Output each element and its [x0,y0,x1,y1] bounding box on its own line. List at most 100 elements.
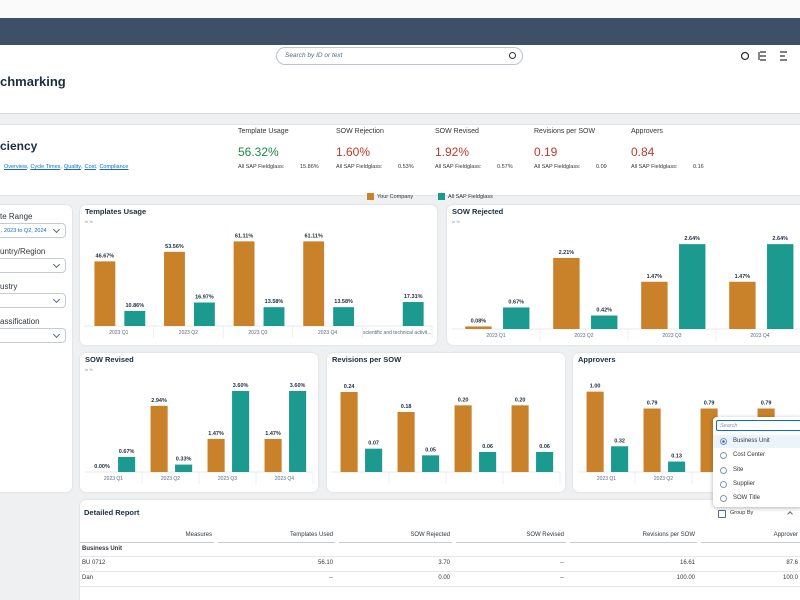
data-label: 0.67% [119,449,135,455]
x-tick-label: 2023 Q4 [750,333,769,339]
x-tick-label: 2023 Q2 [161,476,180,482]
bar [264,307,285,326]
bar [289,391,306,472]
data-label: 46.67% [96,253,115,259]
x-tick-label: 2023 Q1 [104,476,123,482]
bar [465,326,491,329]
group-by-label: Group By [730,510,753,516]
x-tick-label: scientific and technical activit... [363,330,431,336]
data-label: 3.60% [233,383,249,389]
data-label: 13.58% [334,299,353,305]
data-label: 61.11% [305,233,323,239]
data-label: 0.18 [401,404,412,410]
data-label: 13.58% [265,299,284,305]
group-by-option[interactable]: Cost Center [713,449,800,462]
x-tick-label: 2023 Q1 [486,333,505,339]
data-label: 0.24 [344,384,356,390]
bar [767,244,793,329]
bar [398,412,415,472]
bar [341,392,358,472]
x-tick-label: 2023 Q2 [654,476,673,482]
bar [365,449,382,472]
bar [679,244,705,329]
bar [587,392,604,472]
group-by-option[interactable]: SOW Title [713,492,800,505]
option-label: Cost Center [733,452,765,458]
bar [729,282,755,329]
x-tick-label: 2023 Q1 [109,330,128,336]
data-label: 0.06 [539,444,550,450]
x-tick-label: 2023 Q3 [662,333,681,339]
option-label: Supplier [733,481,755,487]
option-label: SOW Title [733,495,760,501]
popover-search[interactable]: Search [716,420,800,431]
data-label: 3.60% [290,383,306,389]
data-label: 0.13 [671,454,682,460]
x-tick-label: 2023 Q3 [218,476,237,482]
radio [720,452,727,459]
data-label: 0.79 [647,401,658,407]
data-label: 1.00 [590,384,601,390]
data-label: 53.56% [165,244,184,250]
bar [668,462,685,472]
data-label: 0.20 [515,397,526,403]
bar [265,439,282,472]
bar [644,409,661,472]
group-by-option[interactable]: Supplier [713,478,800,491]
data-label: 0.79 [704,401,715,407]
chart-title: Approvers [578,355,616,364]
chart-title: Revisions per SOW [332,355,402,364]
data-label: 1.47% [735,274,751,280]
bar [303,241,324,326]
data-label: 0.08% [471,318,487,324]
data-label: 2.94% [151,398,167,404]
option-label: Business Unit [733,438,770,444]
bar [94,261,115,326]
chart-title: SOW Rejected [452,207,504,216]
chart-unit: in % [452,219,460,224]
option-label: Site [733,467,743,473]
radio [720,467,727,474]
radio [720,438,727,445]
data-label: 1.47% [208,431,224,437]
bar [232,391,249,472]
data-label: 16.97% [195,295,214,301]
bar [479,452,496,472]
data-label: 0.79 [761,401,772,407]
bar [455,405,472,472]
group-by-popover: Search Business Unit Cost Center Site Suppli… [713,417,800,507]
group-by-option[interactable]: Business Unit [713,435,800,448]
x-tick-label: 2023 Q1 [597,476,616,482]
data-label: 0.20 [458,397,469,403]
data-label: 0.00% [94,464,110,470]
chart-title: Templates Usage [85,207,146,216]
chart-unit: in % [85,219,93,224]
group-by-button[interactable]: Group By [716,508,800,519]
bar [503,307,529,329]
data-label: 0.06 [482,444,493,450]
data-label: 61.11% [235,233,253,239]
bar [553,258,579,329]
data-label: 10.86% [125,303,144,309]
chart-title: SOW Revised [85,355,134,364]
data-label: 17.31% [404,294,423,300]
bar [512,405,529,472]
data-label: 1.47% [265,431,281,437]
data-label: 0.05 [425,447,436,453]
bar [422,455,439,472]
group-by-icon [718,510,726,518]
x-tick-label: 2023 Q3 [248,330,267,336]
bar [234,241,255,326]
x-tick-label: 2023 Q4 [318,330,337,336]
x-tick-label: 2023 Q4 [275,476,294,482]
data-label: 2.64% [772,236,788,242]
bar [641,282,667,329]
bar [591,316,617,330]
data-label: 0.33% [176,457,192,463]
data-label: 0.07 [368,441,379,447]
group-by-option[interactable]: Site [713,464,800,477]
bar [164,252,185,326]
bar [403,302,424,326]
